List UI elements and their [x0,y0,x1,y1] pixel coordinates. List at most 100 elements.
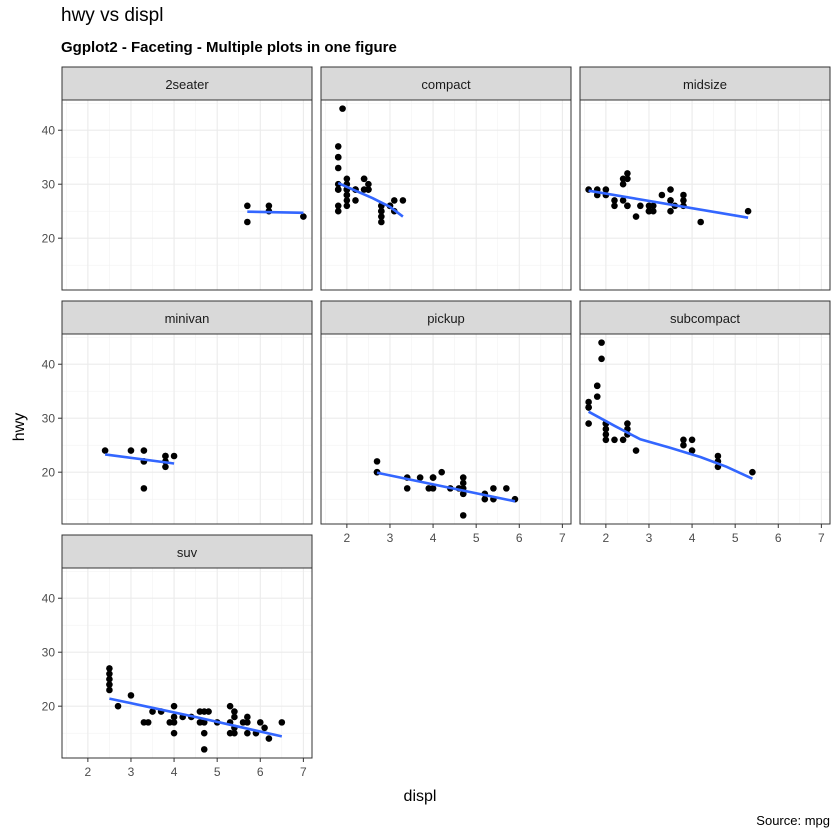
data-point [170,452,178,460]
data-point [300,213,307,220]
data-point [602,431,610,438]
x-tick-label: 5 [473,531,480,545]
data-point [632,447,640,454]
x-tick-label: 3 [387,531,394,545]
data-point [602,425,610,433]
data-point [658,191,666,199]
data-point [585,420,592,427]
data-point [688,436,696,444]
data-point [429,485,437,492]
y-tick-label: 30 [42,412,56,426]
data-point [334,207,342,215]
data-point [343,191,351,199]
data-point [334,202,342,210]
data-point [632,213,640,220]
smooth-line [109,697,283,738]
data-point [205,708,212,715]
x-tick-label: 7 [818,531,825,545]
facet-panel-subcompact: subcompact 2 3 4 5 6 7 [579,300,831,545]
data-point [239,719,247,726]
data-point [611,202,618,210]
x-tick-label: 6 [516,531,523,545]
data-point [106,681,113,688]
data-point [459,512,467,519]
facet-panel-2seater: 2seater 20 30 40 [42,66,313,291]
x-tick-label: 4 [689,531,696,545]
data-point [611,436,618,444]
x-tick-label: 4 [171,765,178,779]
data-point [114,702,122,710]
panel-border [320,333,572,525]
data-point [416,474,424,481]
x-tick-label: 2 [344,531,351,545]
data-point [256,719,264,726]
data-point [170,719,178,726]
facet-strip [320,66,572,101]
data-point [106,665,113,672]
facet-panel-minivan: minivan 20 30 40 [42,300,313,525]
data-point [140,447,148,454]
data-point [162,463,169,471]
panel-border [579,333,831,525]
data-point [200,729,208,737]
data-point [390,197,398,204]
data-point [378,213,385,220]
data-point [593,393,601,400]
facet-panel-suv: suv 20 30 40 2 3 4 5 6 7 [42,534,313,779]
data-point [334,186,342,193]
data-point [680,436,687,444]
facet-strip [320,300,572,335]
facet-strip-label: 2seater [165,77,209,92]
data-point [481,495,489,503]
data-point [170,713,178,721]
y-tick-label: 30 [42,178,56,192]
data-point [265,735,273,742]
data-point [170,729,178,737]
data-point [585,398,592,406]
data-point [200,719,208,726]
data-point [334,164,342,172]
panel-background [321,100,571,290]
smooth-line [247,210,304,215]
data-point [244,713,251,721]
data-point [619,180,627,188]
x-tick-label: 7 [559,531,566,545]
smooth-line [104,453,175,465]
data-point [714,452,722,460]
data-point [680,441,687,449]
data-point [459,474,467,481]
data-point [619,197,627,204]
facet-panel-midsize: midsize [579,66,831,291]
data-point [611,197,618,204]
panel-border [61,99,313,291]
panel-background [62,100,312,290]
data-point [429,474,437,481]
data-point [352,197,359,204]
data-point [503,485,510,492]
data-point [438,468,445,476]
data-point [149,708,156,715]
smooth-line [337,181,404,218]
facet-strip-label: suv [177,545,198,560]
data-point [624,420,631,427]
facet-strip-label: subcompact [670,311,740,326]
data-point [334,143,342,150]
data-point [231,729,238,737]
data-point [667,186,674,193]
data-point [244,218,251,226]
facet-strip [61,300,313,335]
data-point [645,207,653,215]
data-point [226,702,234,710]
data-point [624,175,631,183]
data-point [140,485,148,492]
data-point [162,452,169,460]
x-tick-label: 2 [85,765,92,779]
data-point [170,702,178,710]
data-point [624,170,631,177]
data-point [106,686,113,694]
panel-border [61,567,313,759]
data-point [667,197,674,204]
data-point [365,180,372,188]
y-tick-label: 20 [42,232,56,246]
facet-strip-label: pickup [427,311,465,326]
